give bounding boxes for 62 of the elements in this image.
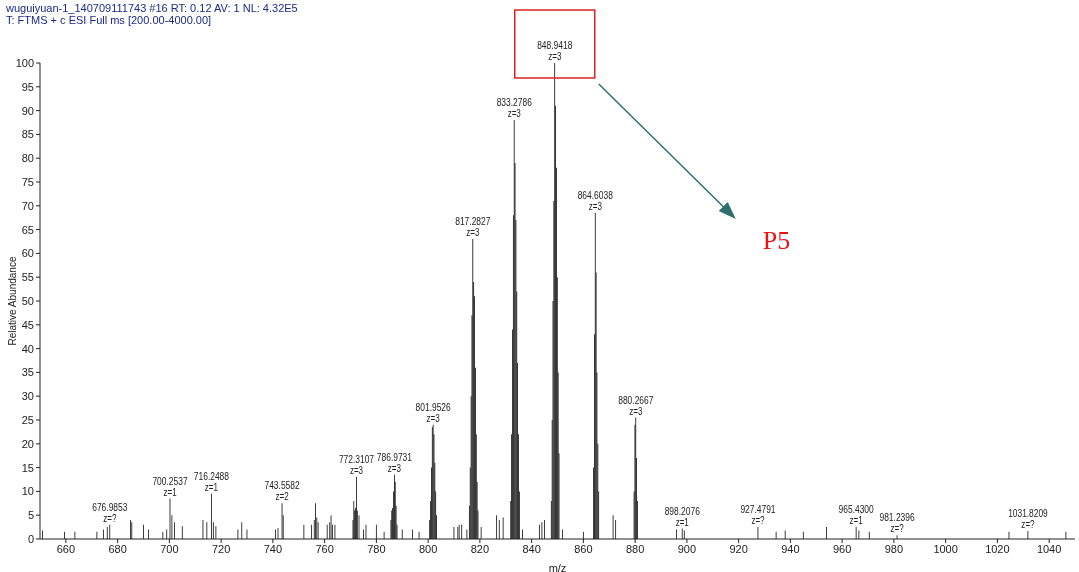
- y-tick-label: 70: [21, 199, 34, 212]
- y-tick-label: 25: [21, 413, 34, 426]
- y-tick-label: 5: [27, 509, 34, 522]
- y-tick-label: 100: [15, 56, 34, 69]
- annotation: 880.2667 z=3: [618, 394, 660, 417]
- y-tick-label: 45: [21, 318, 34, 331]
- x-axis-title: m/z: [548, 562, 567, 572]
- x-tick-label: 740: [263, 542, 283, 555]
- y-tick-label: 15: [21, 461, 34, 474]
- annotation: 833.2786 z=3: [496, 97, 539, 120]
- y-tick-label: 80: [21, 152, 34, 165]
- x-tick-label: 680: [108, 542, 127, 555]
- annotation: 1031.8209 z=?: [1008, 507, 1056, 530]
- annotation: 864.6038 z=3: [577, 189, 620, 212]
- chart-title: wuguiyuan-1_140709111743 #16 RT: 0.12 AV: 1 NL: 4.32E5: [6, 2, 298, 14]
- x-tick-label: 920: [729, 542, 748, 555]
- y-tick-label: 20: [21, 437, 34, 450]
- x-tick-label: 700: [160, 542, 179, 555]
- y-tick-label: 75: [21, 175, 34, 188]
- x-tick-label: 960: [832, 542, 852, 555]
- x-tick-label: 720: [211, 542, 231, 555]
- x-tick-label: 780: [367, 542, 386, 555]
- x-tick-label: 980: [884, 542, 904, 555]
- annotation: P5: [762, 226, 791, 256]
- y-tick-label: 60: [21, 247, 34, 260]
- x-tick-label: 900: [677, 542, 697, 555]
- x-tick-label: 840: [522, 542, 541, 555]
- y-tick-label: 50: [21, 294, 34, 307]
- x-tick-label: 760: [315, 542, 334, 555]
- annotation: 927.4791 z=?: [740, 504, 783, 527]
- y-tick-label: 40: [21, 342, 34, 355]
- annotation: 965.4300 z=1: [838, 504, 881, 527]
- x-tick-label: 1020: [985, 542, 1010, 555]
- annotation: 801.9526 z=3: [415, 401, 458, 424]
- y-tick-label: 55: [21, 271, 34, 284]
- x-tick-label: 940: [781, 542, 800, 555]
- y-tick-label: 85: [21, 128, 34, 141]
- annotation: 898.2076 z=1: [664, 505, 707, 528]
- x-tick-label: 800: [418, 542, 438, 555]
- y-tick-label: 90: [21, 104, 34, 117]
- annotation: 743.5582 z=2: [264, 480, 307, 503]
- x-tick-label: 1000: [933, 542, 958, 555]
- x-tick-label: 880: [625, 542, 645, 555]
- annotation: 700.2537 z=1: [152, 475, 195, 498]
- annotation: 981.2396 z=?: [879, 512, 922, 535]
- y-tick-label: 0: [27, 532, 34, 545]
- x-tick-label: 660: [56, 542, 76, 555]
- y-tick-label: 35: [21, 366, 34, 379]
- annotation: 676.9853 z=?: [92, 501, 134, 524]
- annotation: 817.2827 z=3: [455, 216, 497, 239]
- annotation: 786.9731 z=3: [376, 451, 419, 474]
- x-tick-label: 1040: [1036, 542, 1062, 555]
- y-tick-label: 10: [21, 485, 34, 498]
- annotation: 716.2488 z=1: [193, 470, 236, 493]
- y-tick-label: 95: [21, 80, 34, 93]
- annotation: 848.9418 z=3: [537, 40, 579, 62]
- x-tick-label: 860: [574, 542, 593, 555]
- x-tick-label: 820: [470, 542, 490, 555]
- chart-subtitle: T: FTMS + c ESI Full ms [200.00-4000.00]: [6, 14, 213, 26]
- y-tick-label: 65: [21, 223, 34, 236]
- y-axis-title: Relative Abundance: [7, 256, 18, 346]
- y-tick-label: 30: [21, 390, 34, 403]
